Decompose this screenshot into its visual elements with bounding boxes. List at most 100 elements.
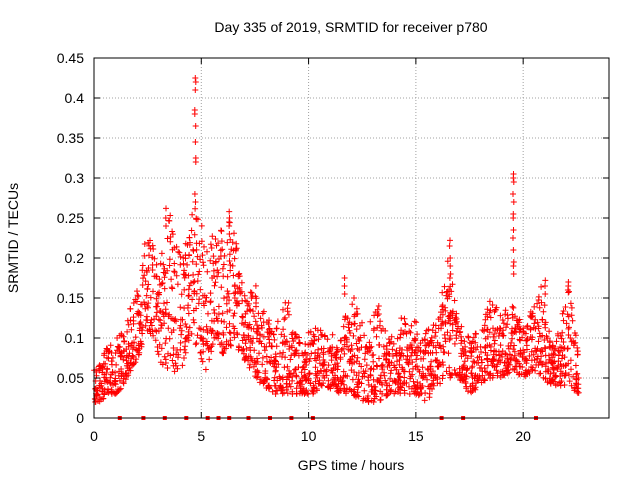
data-point [408,352,415,359]
data-point [565,325,572,332]
data-point [375,311,382,317]
data-point [465,334,472,341]
data-point [325,362,332,369]
data-point [419,364,426,371]
data-point [143,292,150,299]
data-point [395,389,401,395]
data-point [422,390,429,396]
data-point [453,310,460,317]
data-point [435,325,442,332]
data-point [401,315,408,322]
data-point [434,380,441,387]
data-point [129,346,136,353]
data-point [526,353,533,359]
data-point [123,362,130,369]
data-point [409,347,416,353]
data-point [278,385,285,392]
data-point [329,379,336,386]
data-point [446,370,453,377]
data-point [194,332,201,339]
data-point [482,335,489,342]
data-point [209,233,216,240]
data-point [188,227,195,234]
data-point [277,350,283,357]
data-point [287,370,294,377]
data-point [266,325,273,332]
data-point [221,252,228,259]
data-point [161,353,168,360]
data-point [348,321,355,328]
data-point [398,315,405,322]
data-point [340,323,347,330]
data-point [400,352,407,359]
data-point [402,321,409,328]
data-point [123,346,130,353]
data-point [367,371,374,378]
data-point [496,330,503,336]
data-point [192,87,199,93]
y-axis-label: SRMTID / TECUs [5,183,21,293]
data-point [332,361,338,368]
y-tick-label: 0.1 [65,330,85,346]
data-point [144,269,150,275]
data-point [190,279,197,286]
data-point [344,343,350,350]
data-point [287,356,294,363]
data-point [238,279,245,286]
data-point [439,311,446,318]
data-point [446,364,453,371]
data-point [360,397,366,404]
data-point [572,332,579,339]
data-point [397,331,404,338]
y-tick-label: 0.35 [57,130,84,146]
data-point [215,311,222,318]
data-point [192,123,199,129]
data-point [470,358,477,365]
data-point [265,321,272,327]
data-point [456,369,463,376]
data-point [500,320,507,327]
data-point [181,346,188,353]
data-point [364,395,371,402]
data-point [404,347,411,354]
data-point [396,345,403,352]
data-point [277,375,284,382]
data-point [314,327,321,334]
data-point [277,382,284,389]
data-point [157,317,164,324]
data-point [524,335,531,342]
data-point [192,159,199,165]
data-point [491,337,498,344]
data-point [279,340,286,347]
data-point [192,205,199,212]
data-point [245,353,252,360]
data-point [165,325,172,332]
data-point [549,342,556,349]
data-point [284,383,291,390]
data-point [542,291,549,297]
data-point [130,314,137,321]
data-point [220,273,227,280]
data-point [435,316,442,323]
data-point [166,217,173,224]
data-point [373,333,380,340]
data-point [420,355,427,362]
data-point [432,329,439,336]
data-point [497,312,504,319]
data-point [118,353,125,360]
data-point [467,387,474,394]
data-point [458,353,465,360]
data-point [559,329,566,336]
data-point [274,387,281,394]
data-point [487,307,494,314]
data-point [230,247,237,254]
data-point [439,303,446,310]
data-point [200,335,207,342]
data-point [169,285,176,292]
data-point [557,332,564,339]
data-point [444,258,451,265]
data-point [220,261,227,268]
data-point [206,344,213,351]
data-point [170,327,177,333]
data-point [320,357,327,363]
